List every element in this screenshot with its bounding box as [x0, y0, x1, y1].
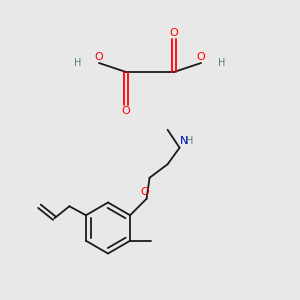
Text: N: N [180, 136, 189, 146]
Text: O: O [196, 52, 206, 61]
Text: H: H [74, 58, 82, 68]
Text: O: O [94, 52, 103, 61]
Text: H: H [218, 58, 226, 68]
Text: H: H [186, 136, 194, 146]
Text: O: O [141, 187, 149, 197]
Text: O: O [122, 106, 130, 116]
Text: O: O [169, 28, 178, 38]
